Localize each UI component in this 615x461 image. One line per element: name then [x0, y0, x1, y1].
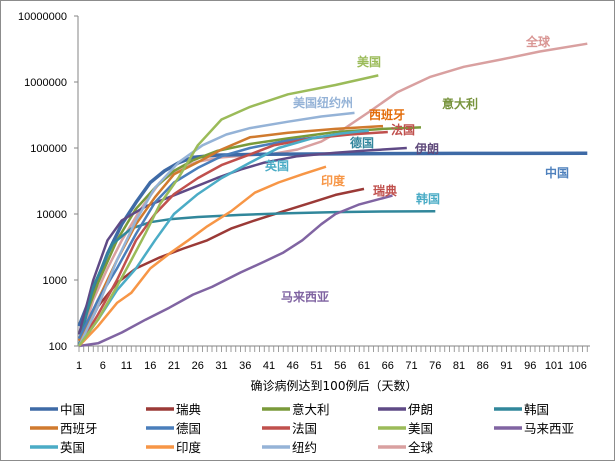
legend-label: 西班牙 — [60, 421, 98, 436]
x-tick-label: 96 — [524, 360, 536, 372]
legend-label: 中国 — [60, 402, 85, 417]
legend-item: 印度 — [146, 440, 202, 455]
series-annotation: 印度 — [321, 173, 346, 188]
y-tick-label: 1000 — [43, 275, 67, 287]
x-tick-label: 46 — [287, 360, 299, 372]
x-tick-label: 1 — [76, 360, 82, 372]
y-tick-label: 10000000 — [18, 11, 67, 23]
x-tick-label: 41 — [263, 360, 275, 372]
series-annotation: 全球 — [525, 34, 551, 49]
series-annotation: 马来西亚 — [281, 289, 329, 304]
legend-item: 意大利 — [262, 402, 330, 417]
legend-label: 美国 — [408, 421, 433, 436]
legend-item: 瑞典 — [146, 402, 201, 417]
legend-label: 伊朗 — [408, 402, 433, 417]
series-line-马来西亚 — [78, 194, 393, 348]
series-annotation: 中国 — [545, 165, 569, 180]
x-tick-label: 101 — [545, 360, 563, 372]
x-tick-label: 86 — [477, 360, 489, 372]
series-line-德国 — [77, 131, 369, 340]
legend-item: 德国 — [146, 421, 201, 436]
legend-label: 韩国 — [524, 402, 549, 417]
series-annotation: 法国 — [391, 122, 415, 137]
x-tick-label: 26 — [192, 360, 204, 372]
series-annotation: 韩国 — [416, 191, 440, 206]
x-tick-label: 61 — [358, 360, 370, 372]
x-tick-label: 81 — [453, 360, 465, 372]
x-tick-label: 16 — [144, 360, 156, 372]
x-tick-label: 51 — [310, 360, 322, 372]
x-axis-title: 确诊病例达到100例后（天数） — [251, 378, 418, 393]
x-tick-label: 36 — [239, 360, 251, 372]
legend-label: 印度 — [176, 440, 202, 455]
legend-label: 纽约 — [292, 440, 317, 455]
series-line-英国 — [77, 129, 369, 347]
legend-item: 美国 — [378, 421, 433, 436]
y-tick-label: 10000 — [36, 209, 67, 221]
legend-label: 瑞典 — [176, 402, 201, 417]
legend-label: 法国 — [292, 421, 317, 436]
y-tick-label: 100000 — [30, 143, 67, 155]
series-annotation: 西班牙 — [369, 107, 405, 122]
legend-label: 德国 — [176, 421, 201, 436]
x-tick-label: 56 — [334, 360, 346, 372]
x-tick-label: 71 — [405, 360, 417, 372]
series-line-纽约 — [77, 111, 355, 347]
x-tick-label: 6 — [100, 360, 106, 372]
legend-item: 韩国 — [494, 402, 549, 417]
series-annotation: 德国 — [350, 135, 374, 150]
series-line-法国 — [77, 130, 388, 347]
legend-item: 伊朗 — [378, 402, 433, 417]
series-annotation: 瑞典 — [373, 183, 397, 198]
legend-item: 法国 — [262, 421, 317, 436]
x-tick-label: 11 — [121, 360, 132, 372]
series-annotation: 英国 — [265, 158, 289, 173]
x-tick-label: 66 — [382, 360, 394, 372]
legend-item: 西班牙 — [30, 421, 98, 436]
y-tick-label: 1000000 — [24, 77, 67, 89]
y-tick-label: 100 — [49, 341, 67, 353]
series-annotation: 美国 — [357, 54, 381, 69]
series-annotation: 意大利 — [442, 96, 478, 111]
series-annotation: 美国纽约州 — [293, 95, 353, 110]
x-tick-label: 21 — [168, 360, 180, 372]
legend-label: 英国 — [60, 440, 85, 455]
x-tick-label: 31 — [215, 360, 227, 372]
legend-label: 全球 — [408, 440, 434, 455]
series-line-印度 — [78, 165, 327, 347]
legend-item: 纽约 — [262, 440, 317, 455]
x-tick-label: 106 — [569, 360, 587, 372]
series-line-伊朗 — [77, 146, 407, 335]
legend-label: 马来西亚 — [524, 421, 574, 436]
series-annotation: 伊朗 — [414, 141, 439, 156]
legend-item: 马来西亚 — [494, 421, 574, 436]
legend-item: 英国 — [30, 440, 85, 455]
series-lines — [77, 42, 588, 348]
x-tick-label: 76 — [429, 360, 441, 372]
legend-item: 中国 — [30, 402, 85, 417]
x-tick-label: 91 — [500, 360, 512, 372]
series-line-美国 — [77, 74, 379, 347]
legend-label: 意大利 — [292, 402, 330, 417]
series-line-瑞典 — [77, 187, 365, 347]
legend-item: 全球 — [378, 440, 434, 455]
